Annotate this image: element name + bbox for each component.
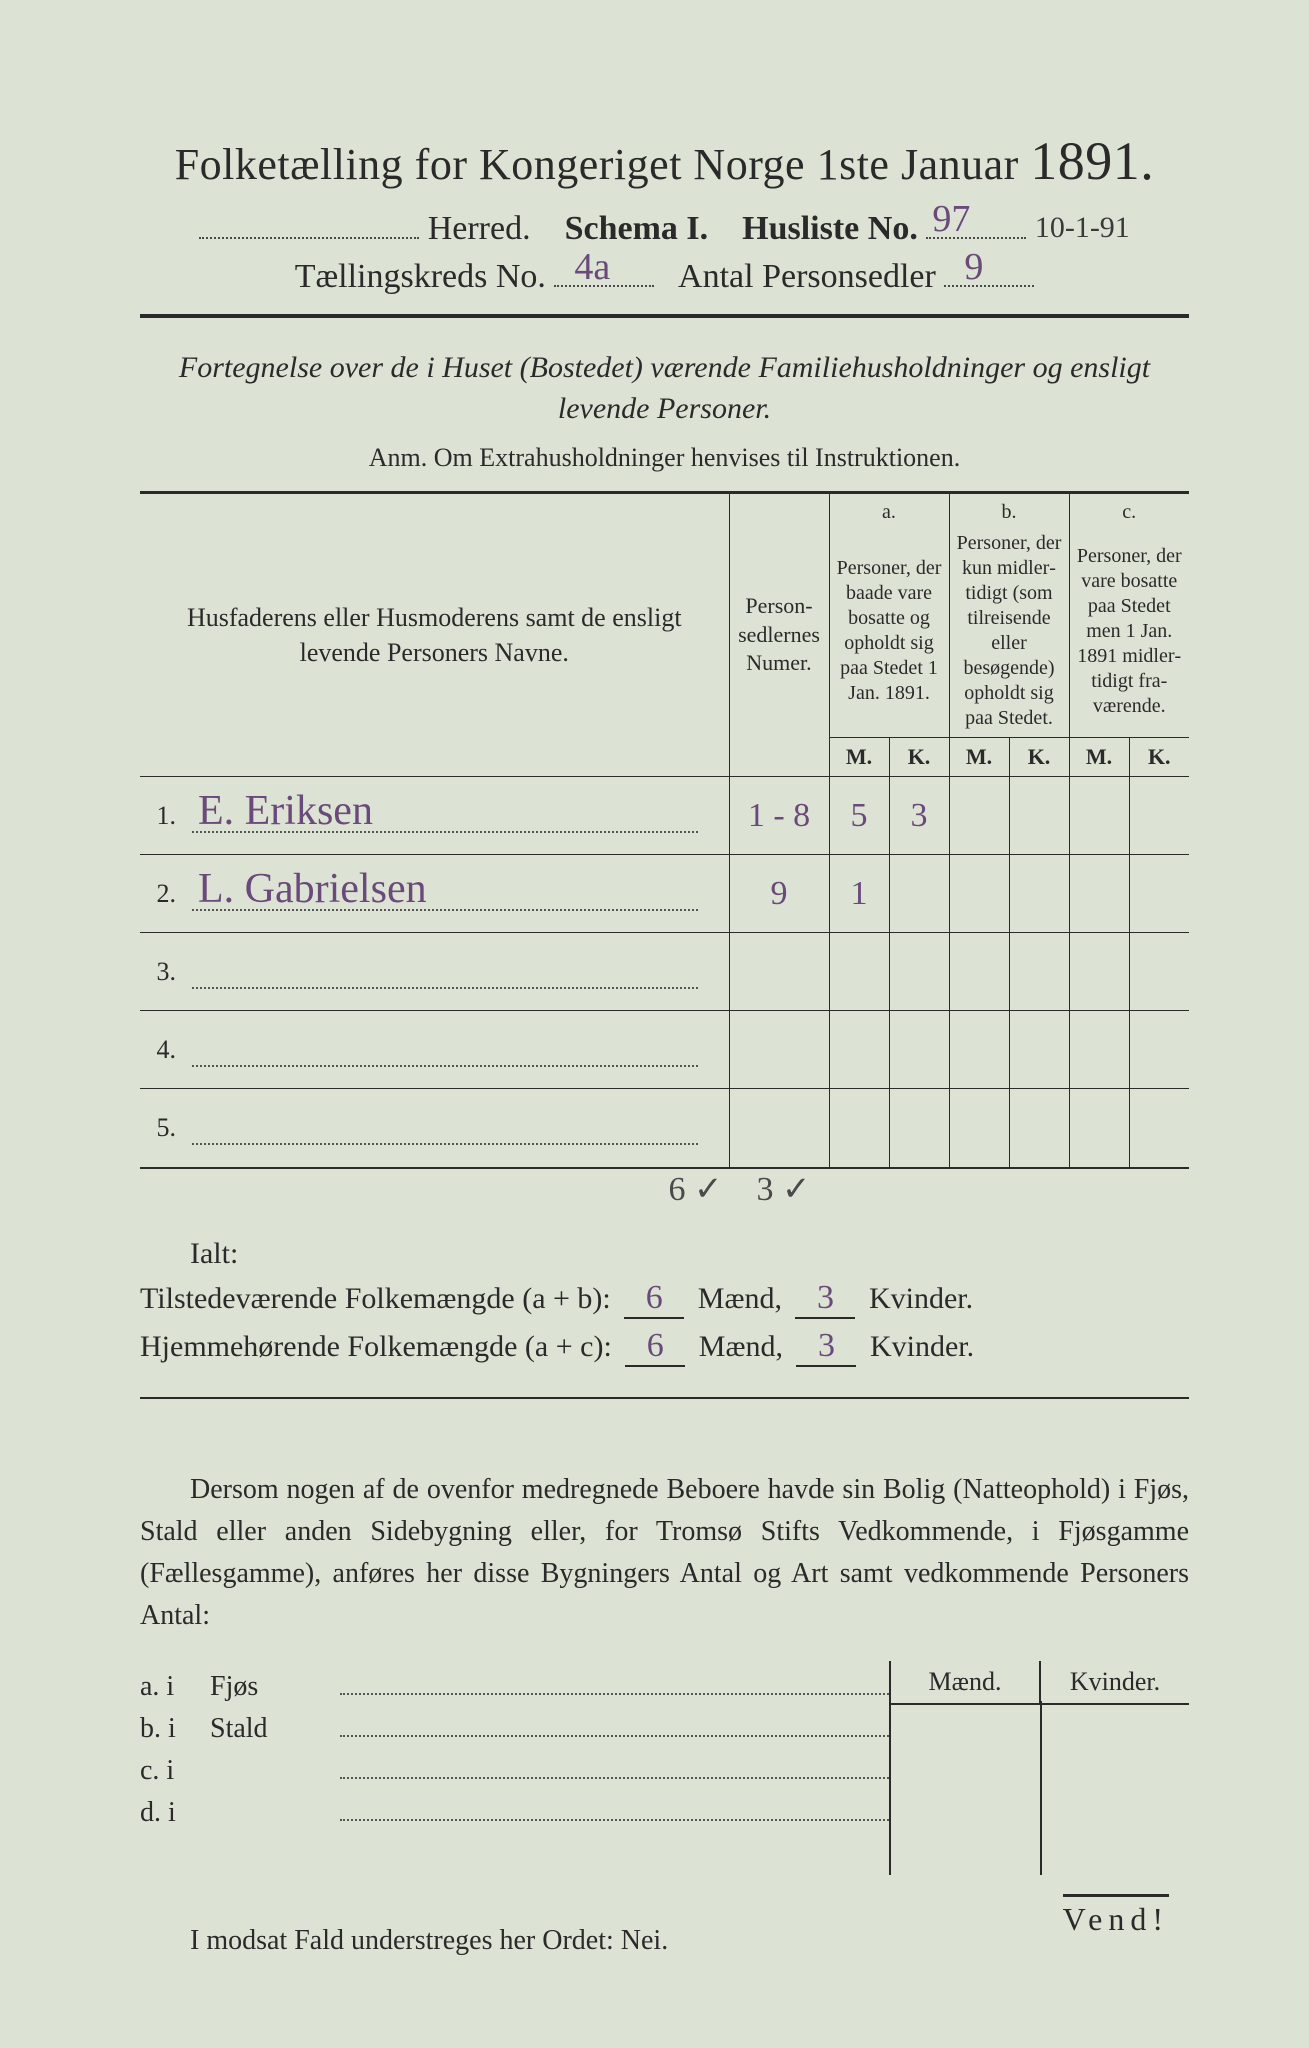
divider xyxy=(140,314,1189,318)
ialt-row-1: Tilstedeværende Folkemængde (a + b): 6 M… xyxy=(140,1279,1189,1319)
header-line-3: Tællingskreds No. 4a Antal Personsedler … xyxy=(140,258,1189,296)
table-row: 1. E. Eriksen 1 - 8 5 3 xyxy=(140,777,1189,855)
col-a-k: K. xyxy=(889,738,949,777)
nei-line: I modsat Fald understreges her Ordet: Ne… xyxy=(140,1925,1189,1957)
col-c-m: M. xyxy=(1069,738,1129,777)
intro-text: Fortegnelse over de i Huset (Bostedet) v… xyxy=(160,348,1169,429)
bldg-maend: Mænd. xyxy=(891,1661,1041,1703)
ialt-row1-k: 3 xyxy=(817,1279,834,1316)
dotfill xyxy=(340,1693,889,1695)
ialt-row1-m: 6 xyxy=(646,1279,663,1316)
row-number: 5. xyxy=(140,1089,186,1167)
vline xyxy=(1040,1701,1042,1875)
col-c-k: K. xyxy=(1129,738,1189,777)
table-row: 5. xyxy=(140,1089,1189,1167)
name-value: E. Eriksen xyxy=(198,787,373,835)
dotfill xyxy=(340,1735,889,1737)
herred-label: Herred. xyxy=(428,210,531,247)
tally-k: 3 ✓ xyxy=(757,1171,811,1208)
bldg-lab: d. i xyxy=(140,1797,210,1829)
intro-line-1: Fortegnelse over de i Huset (Bostedet) v… xyxy=(179,351,1150,384)
ialt-row2-m: 6 xyxy=(647,1327,664,1364)
bldg-row: c. i xyxy=(140,1755,889,1787)
a-k-value: 3 xyxy=(911,797,928,834)
col-header-names: Husfaderens eller Husmode­rens samt de e… xyxy=(140,494,729,777)
kreds-value: 4a xyxy=(574,245,610,289)
row-number: 1. xyxy=(140,777,186,855)
table-row: 4. xyxy=(140,1011,1189,1089)
table-body: 1. E. Eriksen 1 - 8 5 3 2. L. Gabrielsen… xyxy=(140,777,1189,1167)
antal-value: 9 xyxy=(964,245,983,289)
bldg-row: a. i Fjøs xyxy=(140,1671,889,1703)
a-m-value: 1 xyxy=(851,875,868,912)
vend-label: Vend! xyxy=(1063,1894,1169,1938)
col-b-head: b. xyxy=(949,494,1069,526)
name-cell xyxy=(186,1089,729,1167)
name-cell: E. Eriksen xyxy=(186,777,729,855)
title-year: 1891. xyxy=(1030,131,1154,191)
name-cell xyxy=(186,1011,729,1089)
col-header-personsedler: Person­sedler­nes Numer. xyxy=(729,494,829,777)
ps-value: 1 - 8 xyxy=(748,797,810,834)
anm-note: Anm. Om Extrahusholdninger henvises til … xyxy=(140,443,1189,473)
table-row: 2. L. Gabrielsen 9 1 xyxy=(140,855,1189,933)
col-c-head: c. xyxy=(1069,494,1189,526)
ialt-row2-mlabel: Mænd, xyxy=(699,1330,783,1363)
table-row: 3. xyxy=(140,933,1189,1011)
dotfill xyxy=(340,1819,889,1821)
divider xyxy=(140,1397,1189,1399)
col-a-text: Personer, der baade vare bo­satte og oph… xyxy=(829,525,949,738)
name-cell xyxy=(186,933,729,1011)
header-line-2: Herred. Schema I. Husliste No. 97 10-1-9… xyxy=(140,210,1189,248)
husliste-side-note: 10-1-91 xyxy=(1035,211,1130,244)
title-prefix: Folketælling for Kongeriget Norge 1ste J… xyxy=(175,140,1019,189)
bldg-place: Stald xyxy=(210,1713,340,1745)
col-c-text: Personer, der vare bosatte paa Stedet me… xyxy=(1069,525,1189,738)
building-list: a. i Fjøs b. i Stald c. i d. i xyxy=(140,1661,889,1875)
a-m-value: 5 xyxy=(851,797,868,834)
row-number: 2. xyxy=(140,855,186,933)
ialt-row1-label: Tilstedeværende Folkemængde (a + b): xyxy=(140,1282,611,1315)
col-b-k: K. xyxy=(1009,738,1069,777)
ps-value: 9 xyxy=(771,875,788,912)
bldg-lab: c. i xyxy=(140,1755,210,1787)
bldg-row: b. i Stald xyxy=(140,1713,889,1745)
tally-m: 6 ✓ xyxy=(669,1171,723,1208)
name-cell: L. Gabrielsen xyxy=(186,855,729,933)
col-a-m: M. xyxy=(829,738,889,777)
col-b-m: M. xyxy=(949,738,1009,777)
kreds-label: Tællingskreds No. xyxy=(295,258,546,295)
row-number: 4. xyxy=(140,1011,186,1089)
ialt-row1-mlabel: Mænd, xyxy=(698,1282,782,1315)
ialt-row2-k: 3 xyxy=(818,1327,835,1364)
bldg-place: Fjøs xyxy=(210,1671,340,1703)
census-table: Husfaderens eller Husmode­rens samt de e… xyxy=(140,493,1189,1167)
building-block: a. i Fjøs b. i Stald c. i d. i xyxy=(140,1661,1189,1875)
ialt-row-2: Hjemmehørende Folkemængde (a + c): 6 Mæn… xyxy=(140,1327,1189,1367)
page-title: Folketælling for Kongeriget Norge 1ste J… xyxy=(140,130,1189,192)
ialt-row1-klabel: Kvinder. xyxy=(869,1282,973,1315)
ialt-row2-label: Hjemmehørende Folkemængde (a + c): xyxy=(140,1330,612,1363)
antal-label: Antal Personsedler xyxy=(678,258,936,295)
bldg-lab: a. i xyxy=(140,1671,210,1703)
name-value: L. Gabrielsen xyxy=(198,865,427,913)
col-b-text: Personer, der kun midler­tidigt (som til… xyxy=(949,525,1069,738)
row-number: 3. xyxy=(140,933,186,1011)
dersom-paragraph: Dersom nogen af de ovenfor medregnede Be… xyxy=(140,1469,1189,1637)
husliste-label: Husliste No. xyxy=(742,210,918,247)
ialt-block: Ialt: Tilstedeværende Folkemængde (a + b… xyxy=(140,1237,1189,1367)
bldg-row: d. i xyxy=(140,1797,889,1829)
ialt-head: Ialt: xyxy=(140,1237,1189,1271)
ialt-row2-klabel: Kvinder. xyxy=(870,1330,974,1363)
schema-label: Schema I. xyxy=(565,210,709,247)
bldg-lab: b. i xyxy=(140,1713,210,1745)
husliste-value: 97 xyxy=(932,197,970,241)
bldg-kvinder: Kvinder. xyxy=(1041,1661,1189,1703)
intro-line-2: levende Personer. xyxy=(558,392,771,425)
census-form-page: Folketælling for Kongeriget Norge 1ste J… xyxy=(0,0,1309,2048)
dotfill xyxy=(340,1777,889,1779)
col-a-head: a. xyxy=(829,494,949,526)
building-mk-box: Mænd. Kvinder. xyxy=(889,1661,1189,1875)
